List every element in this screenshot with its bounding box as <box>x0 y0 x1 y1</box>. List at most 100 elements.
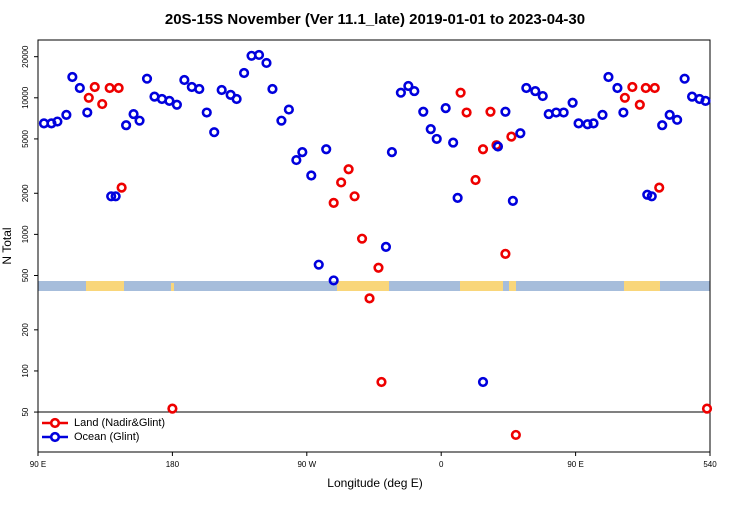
point <box>201 107 212 118</box>
point <box>171 99 182 110</box>
point <box>209 127 220 138</box>
point <box>461 107 472 118</box>
point <box>664 109 675 120</box>
point <box>336 177 347 188</box>
legend-label: Ocean (Glint) <box>74 431 139 443</box>
point <box>306 170 317 181</box>
point <box>603 71 614 83</box>
point <box>61 109 72 120</box>
land-segment <box>624 281 660 291</box>
point <box>328 275 339 286</box>
x-tick-label: 90 W <box>297 460 316 469</box>
point <box>134 115 145 126</box>
point <box>110 191 121 202</box>
y-axis-title: N Total <box>0 227 14 264</box>
legend-marker <box>49 431 61 443</box>
point <box>121 120 132 131</box>
point <box>634 99 645 110</box>
point <box>106 191 117 202</box>
y-tick-label: 1000 <box>21 225 30 243</box>
plot-frame <box>37 39 711 453</box>
legend-label: Land (Nadir&Glint) <box>74 417 165 429</box>
land-band <box>86 281 660 291</box>
point <box>507 195 518 206</box>
point <box>253 49 265 61</box>
point <box>343 164 354 175</box>
point <box>500 106 511 117</box>
point <box>321 144 332 155</box>
land-segment <box>509 281 516 291</box>
point <box>506 131 517 142</box>
point <box>179 74 190 86</box>
point <box>373 262 384 273</box>
point <box>455 87 466 98</box>
point <box>654 182 665 193</box>
x-tick-label: 90 E <box>30 460 46 469</box>
x-tick-label: 0 <box>439 460 444 469</box>
y-tick-label: 500 <box>21 268 30 282</box>
chart-title: 20S-15S November (Ver 11.1_late) 2019-01… <box>165 11 585 28</box>
point <box>597 109 608 120</box>
point <box>510 429 521 441</box>
point <box>261 57 272 69</box>
point <box>440 103 451 114</box>
y-tick-label: 100 <box>21 364 30 378</box>
point <box>452 192 463 203</box>
land-segment <box>86 281 124 291</box>
point <box>500 248 511 259</box>
series <box>38 49 711 388</box>
point <box>530 85 541 97</box>
point <box>582 119 593 130</box>
point <box>238 67 250 79</box>
point <box>515 128 526 139</box>
point <box>328 197 339 209</box>
point <box>477 376 489 388</box>
point <box>558 107 569 118</box>
land-segment <box>337 281 389 291</box>
point <box>380 241 392 252</box>
point <box>701 403 713 414</box>
point <box>395 87 406 98</box>
y-tick-label: 20000 <box>21 45 30 68</box>
point <box>356 233 368 244</box>
point <box>646 191 657 202</box>
x-axis-title: Longitude (deg E) <box>327 476 422 490</box>
point <box>89 81 100 93</box>
point <box>649 82 660 94</box>
x-tick-label: 540 <box>703 460 717 469</box>
point <box>116 182 127 193</box>
point <box>67 71 78 83</box>
point <box>276 115 287 126</box>
point <box>567 97 578 108</box>
point <box>627 81 638 93</box>
x-tick-label: 90 E <box>567 460 583 469</box>
land-segment <box>460 281 503 291</box>
point <box>141 73 153 84</box>
x-tick-label: 180 <box>166 460 180 469</box>
point <box>167 403 178 414</box>
point <box>349 191 360 202</box>
point <box>104 82 115 94</box>
point <box>376 376 387 388</box>
point <box>386 147 398 158</box>
point <box>612 82 623 94</box>
point <box>364 293 375 304</box>
point <box>492 141 504 152</box>
point <box>657 120 668 131</box>
point <box>672 114 683 125</box>
point <box>409 85 420 97</box>
point <box>403 80 414 92</box>
y-tick-label: 50 <box>21 407 30 416</box>
y-tick-label: 200 <box>21 323 30 337</box>
point <box>470 174 481 186</box>
point <box>448 137 459 148</box>
point <box>194 83 205 95</box>
point <box>291 154 302 166</box>
point <box>521 82 532 94</box>
point <box>477 144 489 155</box>
point <box>283 104 294 115</box>
y-tick-label: 5000 <box>21 129 30 147</box>
point <box>297 147 308 158</box>
